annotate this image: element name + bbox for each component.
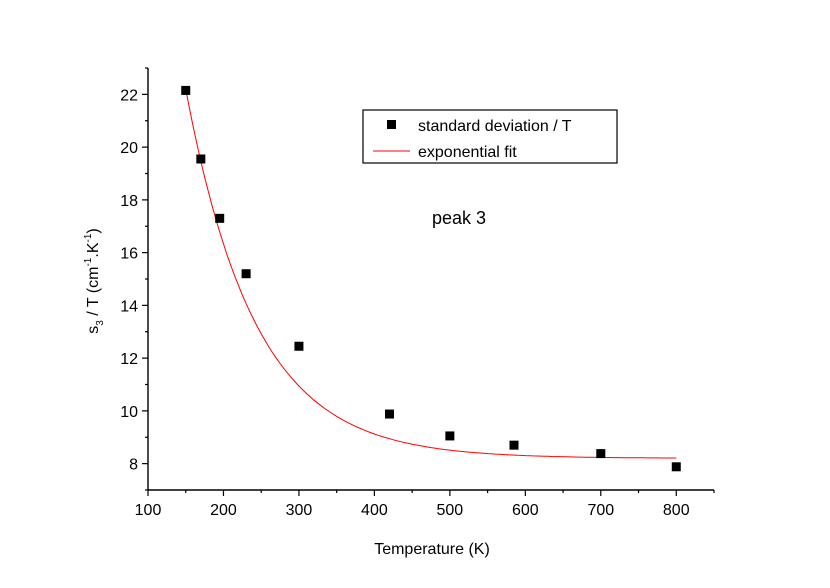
axes: 100 200 300 400 500 600 700 800 8 10 12 14 16 18 20 22 bbox=[120, 67, 715, 519]
legend-label-fit: exponential fit bbox=[418, 144, 517, 161]
x-axis-title: Temperature (K) bbox=[374, 541, 490, 558]
y-tick-label: 18 bbox=[120, 193, 138, 210]
data-point bbox=[445, 431, 455, 441]
x-tick-label: 400 bbox=[361, 502, 388, 519]
y-title-text: .K bbox=[85, 242, 102, 257]
y-tick-label: 12 bbox=[120, 351, 138, 368]
x-tick-label: 700 bbox=[587, 502, 614, 519]
exponential-fit-line bbox=[185, 89, 677, 459]
legend-label-data: standard deviation / T bbox=[418, 118, 572, 135]
data-point bbox=[671, 462, 681, 472]
y-title-superscript: -1 bbox=[83, 257, 94, 266]
x-tick-label: 800 bbox=[663, 502, 690, 519]
x-tick-label: 200 bbox=[210, 502, 237, 519]
legend-box bbox=[362, 109, 618, 164]
data-point bbox=[384, 409, 394, 419]
y-tick-label: 14 bbox=[120, 298, 138, 315]
y-axis-title: s3 / T (cm-1.K-1) bbox=[83, 228, 106, 333]
data-point bbox=[241, 269, 251, 279]
points-layer bbox=[181, 85, 681, 472]
peak-annotation: peak 3 bbox=[432, 208, 486, 228]
x-tick-label: 300 bbox=[286, 502, 313, 519]
y-tick-label: 16 bbox=[120, 246, 138, 263]
data-point bbox=[596, 449, 606, 459]
y-tick-label: 22 bbox=[120, 87, 138, 104]
y-title-text: ) bbox=[85, 228, 102, 233]
y-title-s: s bbox=[85, 326, 102, 334]
data-point bbox=[196, 154, 206, 164]
x-tick-label: 500 bbox=[437, 502, 464, 519]
y-title-text: / T (cm bbox=[85, 267, 102, 321]
data-point bbox=[509, 440, 519, 450]
fit-layer bbox=[185, 89, 677, 459]
data-point bbox=[294, 341, 304, 351]
y-tick-label: 10 bbox=[120, 404, 138, 421]
y-title-subscript: 3 bbox=[95, 320, 106, 326]
legend: standard deviation / T exponential fit bbox=[362, 109, 618, 164]
data-point bbox=[215, 213, 225, 223]
legend-square-marker bbox=[387, 120, 396, 129]
y-tick-label: 8 bbox=[129, 457, 138, 474]
data-point bbox=[181, 85, 191, 95]
x-tick-label: 100 bbox=[135, 502, 162, 519]
y-title-superscript: -1 bbox=[83, 233, 94, 242]
x-tick-label: 600 bbox=[512, 502, 539, 519]
y-tick-label: 20 bbox=[120, 140, 138, 157]
